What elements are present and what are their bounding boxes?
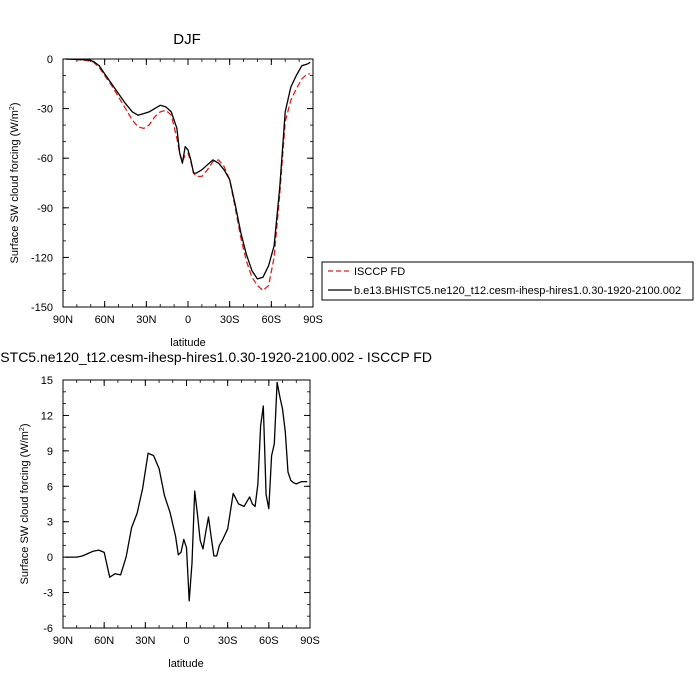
bottom-y-tick-label: -3 xyxy=(43,588,53,600)
bottom-y-tick-label: 15 xyxy=(41,375,53,387)
bottom-y-tick-label: 3 xyxy=(47,517,53,529)
top-chart-title: DJF xyxy=(173,31,201,48)
bottom-x-tick-label: 30S xyxy=(218,635,238,647)
top-x-tick-label: 30N xyxy=(136,314,156,326)
legend-label-isccp: ISCCP FD xyxy=(354,266,405,278)
top-chart-xlabel: latitude xyxy=(170,337,205,349)
bottom-chart-title: b.e13.BHISTC5.ne120_t12.cesm-ihesp-hires… xyxy=(0,349,432,365)
top-y-tick-label: -90 xyxy=(37,203,53,215)
bottom-chart-frame xyxy=(62,379,311,629)
bottom-chart: b.e13.BHISTC5.ne120_t12.cesm-ihesp-hires… xyxy=(0,349,432,670)
bottom-chart-series xyxy=(65,381,308,602)
bottom-y-tick-label: 12 xyxy=(41,410,53,422)
top-chart-frame xyxy=(62,58,314,308)
bottom-x-tick-label: 30N xyxy=(135,635,155,647)
top-x-tick-label: 90N xyxy=(53,314,73,326)
bottom-y-tick-label: -6 xyxy=(43,623,53,635)
top-chart-ylabel: Surface SW cloud forcing (W/m2) xyxy=(9,102,21,263)
bottom-x-tick-label: 60S xyxy=(259,635,279,647)
bottom-chart-ylabel: Surface SW cloud forcing (W/m2) xyxy=(19,423,31,584)
top-chart-series xyxy=(65,58,311,292)
top-y-tick-label: 0 xyxy=(47,54,53,66)
bottom-x-tick-label: 0 xyxy=(183,635,189,647)
bottom-y-tick-label: 6 xyxy=(47,481,53,493)
top-y-tick-label: -30 xyxy=(37,104,53,116)
bottom-series-line-0 xyxy=(65,381,308,602)
bottom-x-tick-label: 90N xyxy=(53,635,73,647)
top-y-tick-label: -150 xyxy=(31,302,53,314)
legend-box xyxy=(321,261,694,301)
top-y-tick-label: -120 xyxy=(31,252,53,264)
top-x-tick-label: 90S xyxy=(303,314,323,326)
bottom-chart-xlabel: latitude xyxy=(168,658,203,670)
bottom-x-tick-label: 90S xyxy=(300,635,320,647)
bottom-y-tick-label: 9 xyxy=(47,446,53,458)
legend: ISCCP FD b.e13.BHISTC5.ne120_t12.cesm-ih… xyxy=(321,261,694,301)
top-x-tick-label: 60S xyxy=(262,314,282,326)
top-series-line-1 xyxy=(65,58,311,280)
top-x-tick-label: 60N xyxy=(95,314,115,326)
bottom-x-tick-label: 60N xyxy=(94,635,114,647)
top-series-line-0 xyxy=(65,58,311,292)
legend-label-model: b.e13.BHISTC5.ne120_t12.cesm-ihesp-hires… xyxy=(354,285,681,297)
top-y-tick-label: -60 xyxy=(37,153,53,165)
top-x-tick-label: 30S xyxy=(220,314,240,326)
top-x-tick-label: 0 xyxy=(185,314,191,326)
bottom-y-tick-label: 0 xyxy=(47,552,53,564)
